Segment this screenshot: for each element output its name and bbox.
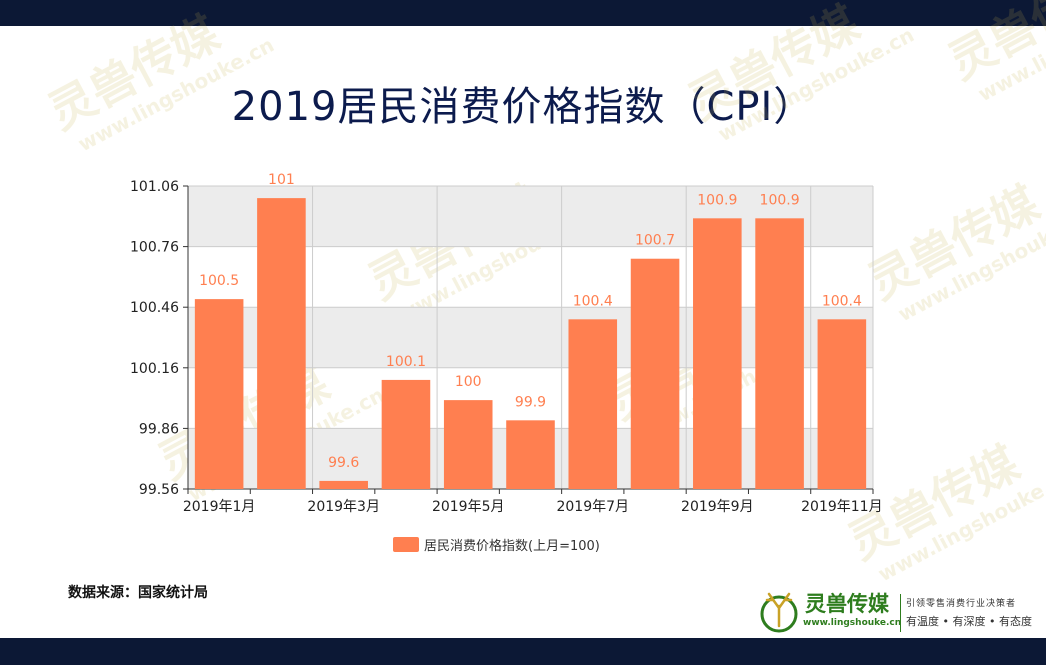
data-source: 数据来源：国家统计局 [68,585,208,601]
data-label: 100.9 [697,192,737,208]
brand-logo: 灵兽传媒 www.lingshouke.cn 引领零售消费行业决策者 有温度 •… [757,586,1042,636]
bar [693,218,742,489]
data-label: 100.9 [760,192,800,208]
bar [817,319,867,489]
y-tick-label: 100.46 [130,300,179,316]
data-label: 100 [455,374,482,390]
bar [630,258,680,489]
logo-domain: www.lingshouke.cn [803,618,902,628]
bar [194,299,244,489]
bar [755,218,804,489]
legend-label: 居民消费价格指数(上月=100) [424,538,600,554]
y-tick-label: 100.76 [130,240,179,256]
x-tick-label: 2019年3月 [307,499,380,515]
data-label: 100.4 [822,293,862,309]
logo-slogan-line1: 引领零售消费行业决策者 [906,599,1017,609]
data-label: 100.4 [573,293,613,309]
deer-logo-icon [760,592,798,633]
bar [568,319,618,489]
chart-title: 2019居民消费价格指数（CPI） [231,84,815,130]
x-tick-label: 2019年9月 [681,499,754,515]
y-tick-label: 99.86 [139,421,179,437]
x-tick-label: 2019年11月 [801,499,882,515]
bar [257,198,306,489]
x-tick-label: 2019年5月 [432,499,505,515]
y-tick-label: 101.06 [130,179,179,195]
y-axis: 101.06 100.76 100.46 100.16 99.86 99.56 [130,179,189,498]
x-tick-label: 2019年1月 [183,499,256,515]
bar [443,400,493,489]
x-axis: 2019年1月 2019年3月 2019年5月 2019年7月 2019年9月 2019年… [183,488,883,515]
bar [506,420,555,489]
legend-swatch [393,537,419,552]
legend[interactable]: 居民消费价格指数(上月=100) [393,537,600,554]
top-band [0,0,1046,26]
logo-divider [900,594,901,632]
y-tick-label: 100.16 [130,361,179,377]
x-tick-label: 2019年7月 [556,499,629,515]
data-label: 101 [268,172,295,188]
data-label: 99.6 [328,455,359,471]
logo-slogan-line2: 有温度 • 有深度 • 有态度 [906,615,1032,628]
bar-series [194,198,867,489]
data-labels: 100.5 101 99.6 100.1 100 99.9 100.4 100.7 100.9 1… [199,172,862,471]
data-label: 100.1 [386,354,426,370]
data-label: 99.9 [515,394,546,410]
data-label: 100.7 [635,233,675,249]
bar [381,379,431,489]
bottom-band [0,638,1046,665]
y-tick-label: 99.56 [139,482,179,498]
bar [319,480,368,489]
data-label: 100.5 [199,273,239,289]
logo-name: 灵兽传媒 [805,592,889,616]
